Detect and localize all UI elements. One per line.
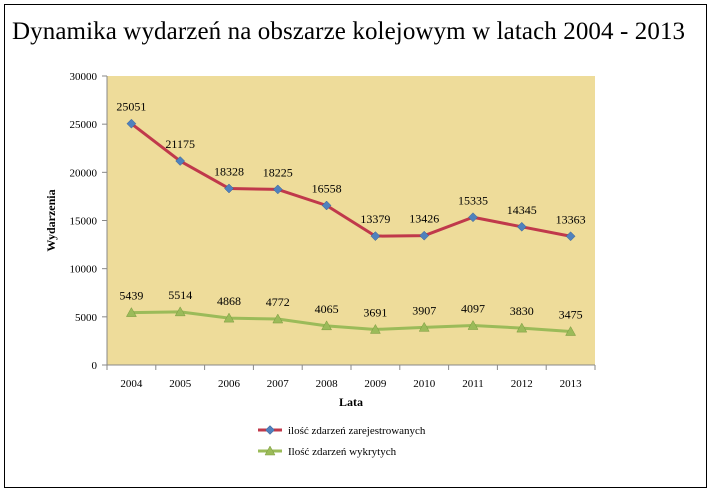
data-label: 5514 xyxy=(168,288,192,302)
data-point xyxy=(272,313,284,324)
data-point xyxy=(223,312,235,323)
y-tick-label: 25000 xyxy=(70,119,98,131)
x-axis-title: Lata xyxy=(339,395,363,409)
data-label: 15335 xyxy=(458,193,488,207)
data-point xyxy=(565,326,577,336)
data-label: 3907 xyxy=(412,303,436,317)
data-label: 4868 xyxy=(217,294,241,308)
data-point xyxy=(224,183,234,194)
x-tick-label: 2008 xyxy=(316,378,339,390)
y-tick-label: 20000 xyxy=(70,167,98,179)
data-point xyxy=(370,231,381,241)
data-point xyxy=(467,320,479,330)
data-point xyxy=(419,230,430,241)
legend-label: Ilość zdarzeń wykrytych xyxy=(288,446,397,458)
data-label: 13426 xyxy=(409,212,439,226)
data-point xyxy=(516,221,527,232)
data-point xyxy=(369,323,381,334)
x-tick-label: 2010 xyxy=(413,378,436,390)
x-tick-label: 2013 xyxy=(560,378,583,390)
data-point xyxy=(565,231,576,242)
data-label: 14345 xyxy=(507,203,537,217)
series-line-1 xyxy=(130,122,571,238)
data-label: 13363 xyxy=(556,212,586,226)
data-point xyxy=(321,320,333,331)
y-axis-title: Wydarzenia xyxy=(44,189,58,251)
data-label: 4065 xyxy=(315,302,339,316)
data-label: 18328 xyxy=(214,164,244,178)
chart-title: Dynamika wydarzeń na obszarze kolejowym … xyxy=(12,18,686,45)
legend-marker xyxy=(264,445,276,456)
data-point xyxy=(126,118,137,129)
x-tick-label: 2006 xyxy=(218,378,241,390)
x-tick-label: 2009 xyxy=(364,378,387,390)
data-point xyxy=(272,184,283,195)
legend-label: ilość zdarzeń zarejestrowanych xyxy=(288,425,426,437)
data-label: 16558 xyxy=(312,181,342,195)
legend-marker xyxy=(265,425,275,435)
data-point xyxy=(321,200,332,211)
data-label: 4772 xyxy=(266,295,290,309)
data-label: 4097 xyxy=(461,302,485,316)
x-tick-label: 2012 xyxy=(511,378,533,390)
x-tick-label: 2005 xyxy=(169,378,192,390)
y-tick-label: 15000 xyxy=(70,216,98,228)
data-label: 13379 xyxy=(360,212,390,226)
data-label: 21175 xyxy=(165,137,195,151)
data-label: 3475 xyxy=(559,308,583,322)
data-point xyxy=(468,212,478,223)
x-tick-label: 2011 xyxy=(462,378,484,390)
y-tick-label: 0 xyxy=(92,360,98,372)
data-label: 3691 xyxy=(363,305,387,319)
x-tick-label: 2007 xyxy=(267,378,290,390)
x-tick-label: 2004 xyxy=(120,378,143,390)
data-point xyxy=(516,322,528,333)
y-tick-label: 30000 xyxy=(70,71,98,83)
y-tick-label: 10000 xyxy=(70,264,98,276)
data-point xyxy=(418,321,430,332)
series-line-2 xyxy=(131,310,571,334)
data-point xyxy=(174,306,186,317)
data-point xyxy=(125,307,137,317)
y-tick-label: 5000 xyxy=(75,312,98,324)
data-label: 18225 xyxy=(263,165,293,179)
data-label: 5439 xyxy=(119,289,143,303)
data-point xyxy=(175,156,186,166)
data-label: 25051 xyxy=(116,100,146,114)
data-label: 3830 xyxy=(510,304,534,318)
